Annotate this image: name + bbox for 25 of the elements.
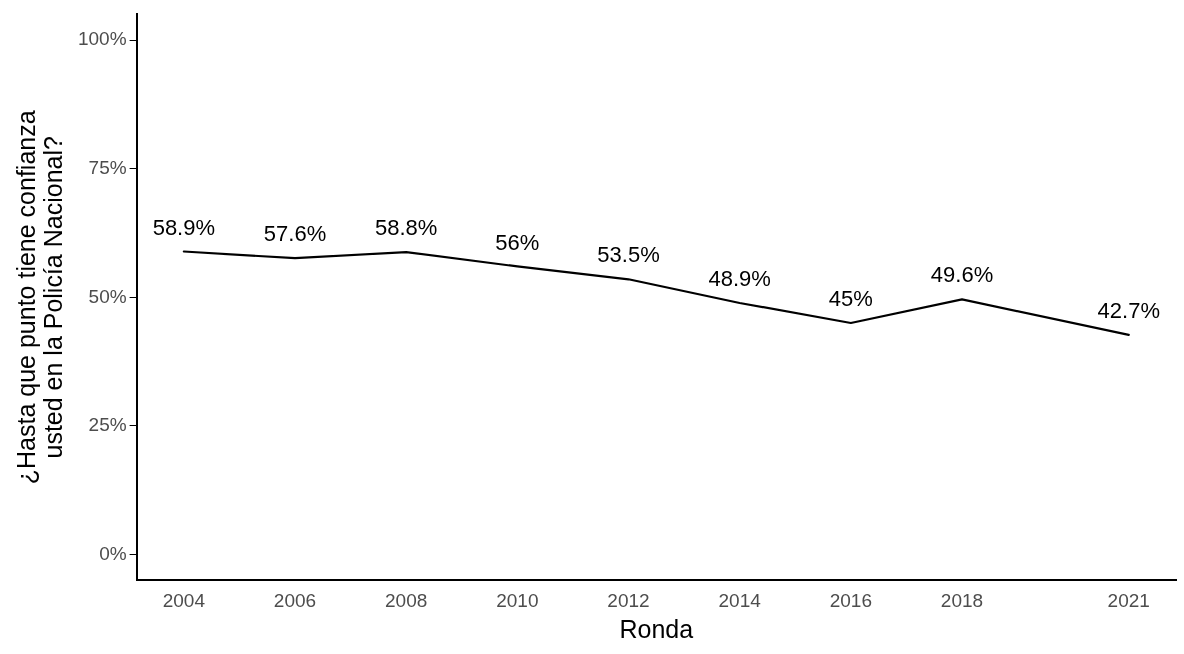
data-label: 48.9% [708, 266, 771, 292]
x-tick-label: 2021 [1107, 589, 1150, 611]
x-tick-label: 2010 [496, 589, 539, 611]
y-axis-title: ¿Hasta que punto tiene confianza usted en la Policía Nacional? [11, 110, 68, 485]
x-tick-label: 2014 [718, 589, 762, 611]
x-tick-label: 2018 [940, 589, 984, 611]
data-label: 45% [828, 286, 873, 312]
x-tick-label: 2008 [385, 589, 428, 611]
data-label: 58.8% [374, 215, 438, 241]
x-axis-title: Ronda [619, 614, 694, 643]
y-tick-label: 100% [77, 28, 127, 50]
data-label: 42.7% [1097, 297, 1160, 323]
y-tick-label: 75% [88, 156, 127, 178]
x-tick-label: 2006 [273, 589, 317, 611]
x-tick-label: 2012 [607, 589, 650, 611]
x-tick-label: 2016 [829, 589, 872, 611]
y-tick-label: 25% [88, 414, 127, 436]
data-label: 57.6% [263, 221, 327, 247]
x-tick-label: 2004 [162, 589, 206, 611]
y-tick-label: 0% [99, 542, 127, 564]
data-label: 49.6% [930, 262, 994, 288]
data-label: 58.9% [152, 214, 216, 240]
y-tick-label: 50% [88, 285, 127, 307]
data-label: 56% [495, 229, 540, 255]
data-label: 53.5% [597, 242, 660, 268]
